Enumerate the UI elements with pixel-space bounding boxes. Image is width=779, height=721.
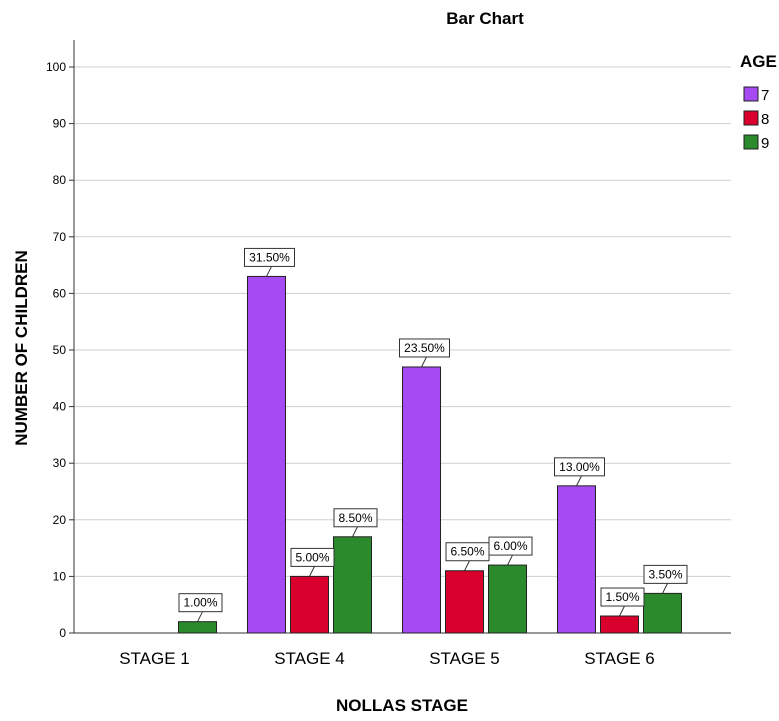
data-label: 1.00% [183, 596, 217, 610]
x-tick-label: STAGE 6 [584, 649, 655, 668]
bars [178, 275, 682, 634]
bar [333, 536, 372, 634]
y-tick-label: 0 [59, 626, 66, 640]
data-label-leader [421, 356, 427, 368]
legend-label: 9 [761, 135, 769, 152]
data-label-leader [576, 475, 582, 487]
legend-label: 8 [761, 111, 769, 128]
data-label: 6.50% [450, 545, 484, 559]
y-tick-label: 60 [53, 286, 67, 300]
y-tick-label: 50 [53, 343, 67, 357]
data-label-box [178, 593, 223, 613]
data-label: 23.50% [404, 341, 445, 355]
data-label-leader [309, 566, 315, 577]
data-labels: 1.00% 31.50% 5.00% 8.50% 23.50% 6.50% 6.00% 13.… [178, 247, 688, 622]
data-label-leader [352, 526, 358, 538]
data-label-leader [464, 560, 470, 571]
bar [488, 564, 527, 634]
y-tick-label: 90 [53, 117, 67, 131]
data-label: 13.00% [559, 460, 600, 474]
x-tick-label: STAGE 5 [429, 649, 500, 668]
x-tick-label: STAGE 4 [274, 649, 345, 668]
data-label-leader [266, 266, 272, 277]
y-axis-label: NUMBER OF CHILDREN [12, 250, 31, 446]
data-label: 1.50% [605, 590, 639, 604]
legend-title: AGE [740, 52, 777, 71]
bar [600, 615, 639, 634]
data-label-box [290, 547, 335, 567]
y-tick-label: 70 [53, 230, 67, 244]
bar [247, 275, 286, 634]
data-label-leader [507, 554, 513, 566]
bar [643, 592, 682, 634]
data-label: 5.00% [295, 550, 329, 564]
x-tick-label: STAGE 1 [119, 649, 190, 668]
data-label-box [399, 338, 450, 358]
bar [178, 621, 217, 634]
y-tick-label: 10 [53, 569, 67, 583]
legend-swatch [743, 86, 759, 102]
data-label: 8.50% [338, 511, 372, 525]
y-tick-label: 80 [53, 173, 67, 187]
data-label-box [333, 508, 378, 528]
y-tick-label: 30 [53, 456, 67, 470]
data-label-box [643, 564, 688, 584]
legend-label: 7 [761, 87, 769, 104]
bar [290, 575, 329, 634]
chart-title: Bar Chart [446, 9, 524, 28]
data-label-box [488, 536, 533, 556]
data-label-box [244, 247, 295, 267]
y-tick-label: 20 [53, 513, 67, 527]
data-label: 3.50% [648, 567, 682, 581]
data-label-box [554, 457, 605, 477]
data-label: 31.50% [249, 250, 290, 264]
axes: 0 10 20 30 40 50 60 70 80 90 100 STAGE 1 STAGE 4 STAG… [46, 40, 731, 668]
data-label: 6.00% [493, 539, 527, 553]
x-axis-label: NOLLAS STAGE [336, 696, 468, 715]
data-label-leader [662, 583, 668, 594]
legend-swatch [743, 134, 759, 150]
data-label-leader [197, 611, 203, 622]
bar [402, 366, 441, 634]
data-label-box [600, 587, 645, 607]
bar [557, 485, 596, 634]
bar [445, 570, 484, 634]
legend: 7 8 9 [743, 86, 769, 152]
y-tick-label: 100 [46, 60, 66, 74]
data-label-leader [619, 605, 625, 617]
legend-swatch [743, 110, 759, 126]
y-tick-label: 40 [53, 400, 67, 414]
